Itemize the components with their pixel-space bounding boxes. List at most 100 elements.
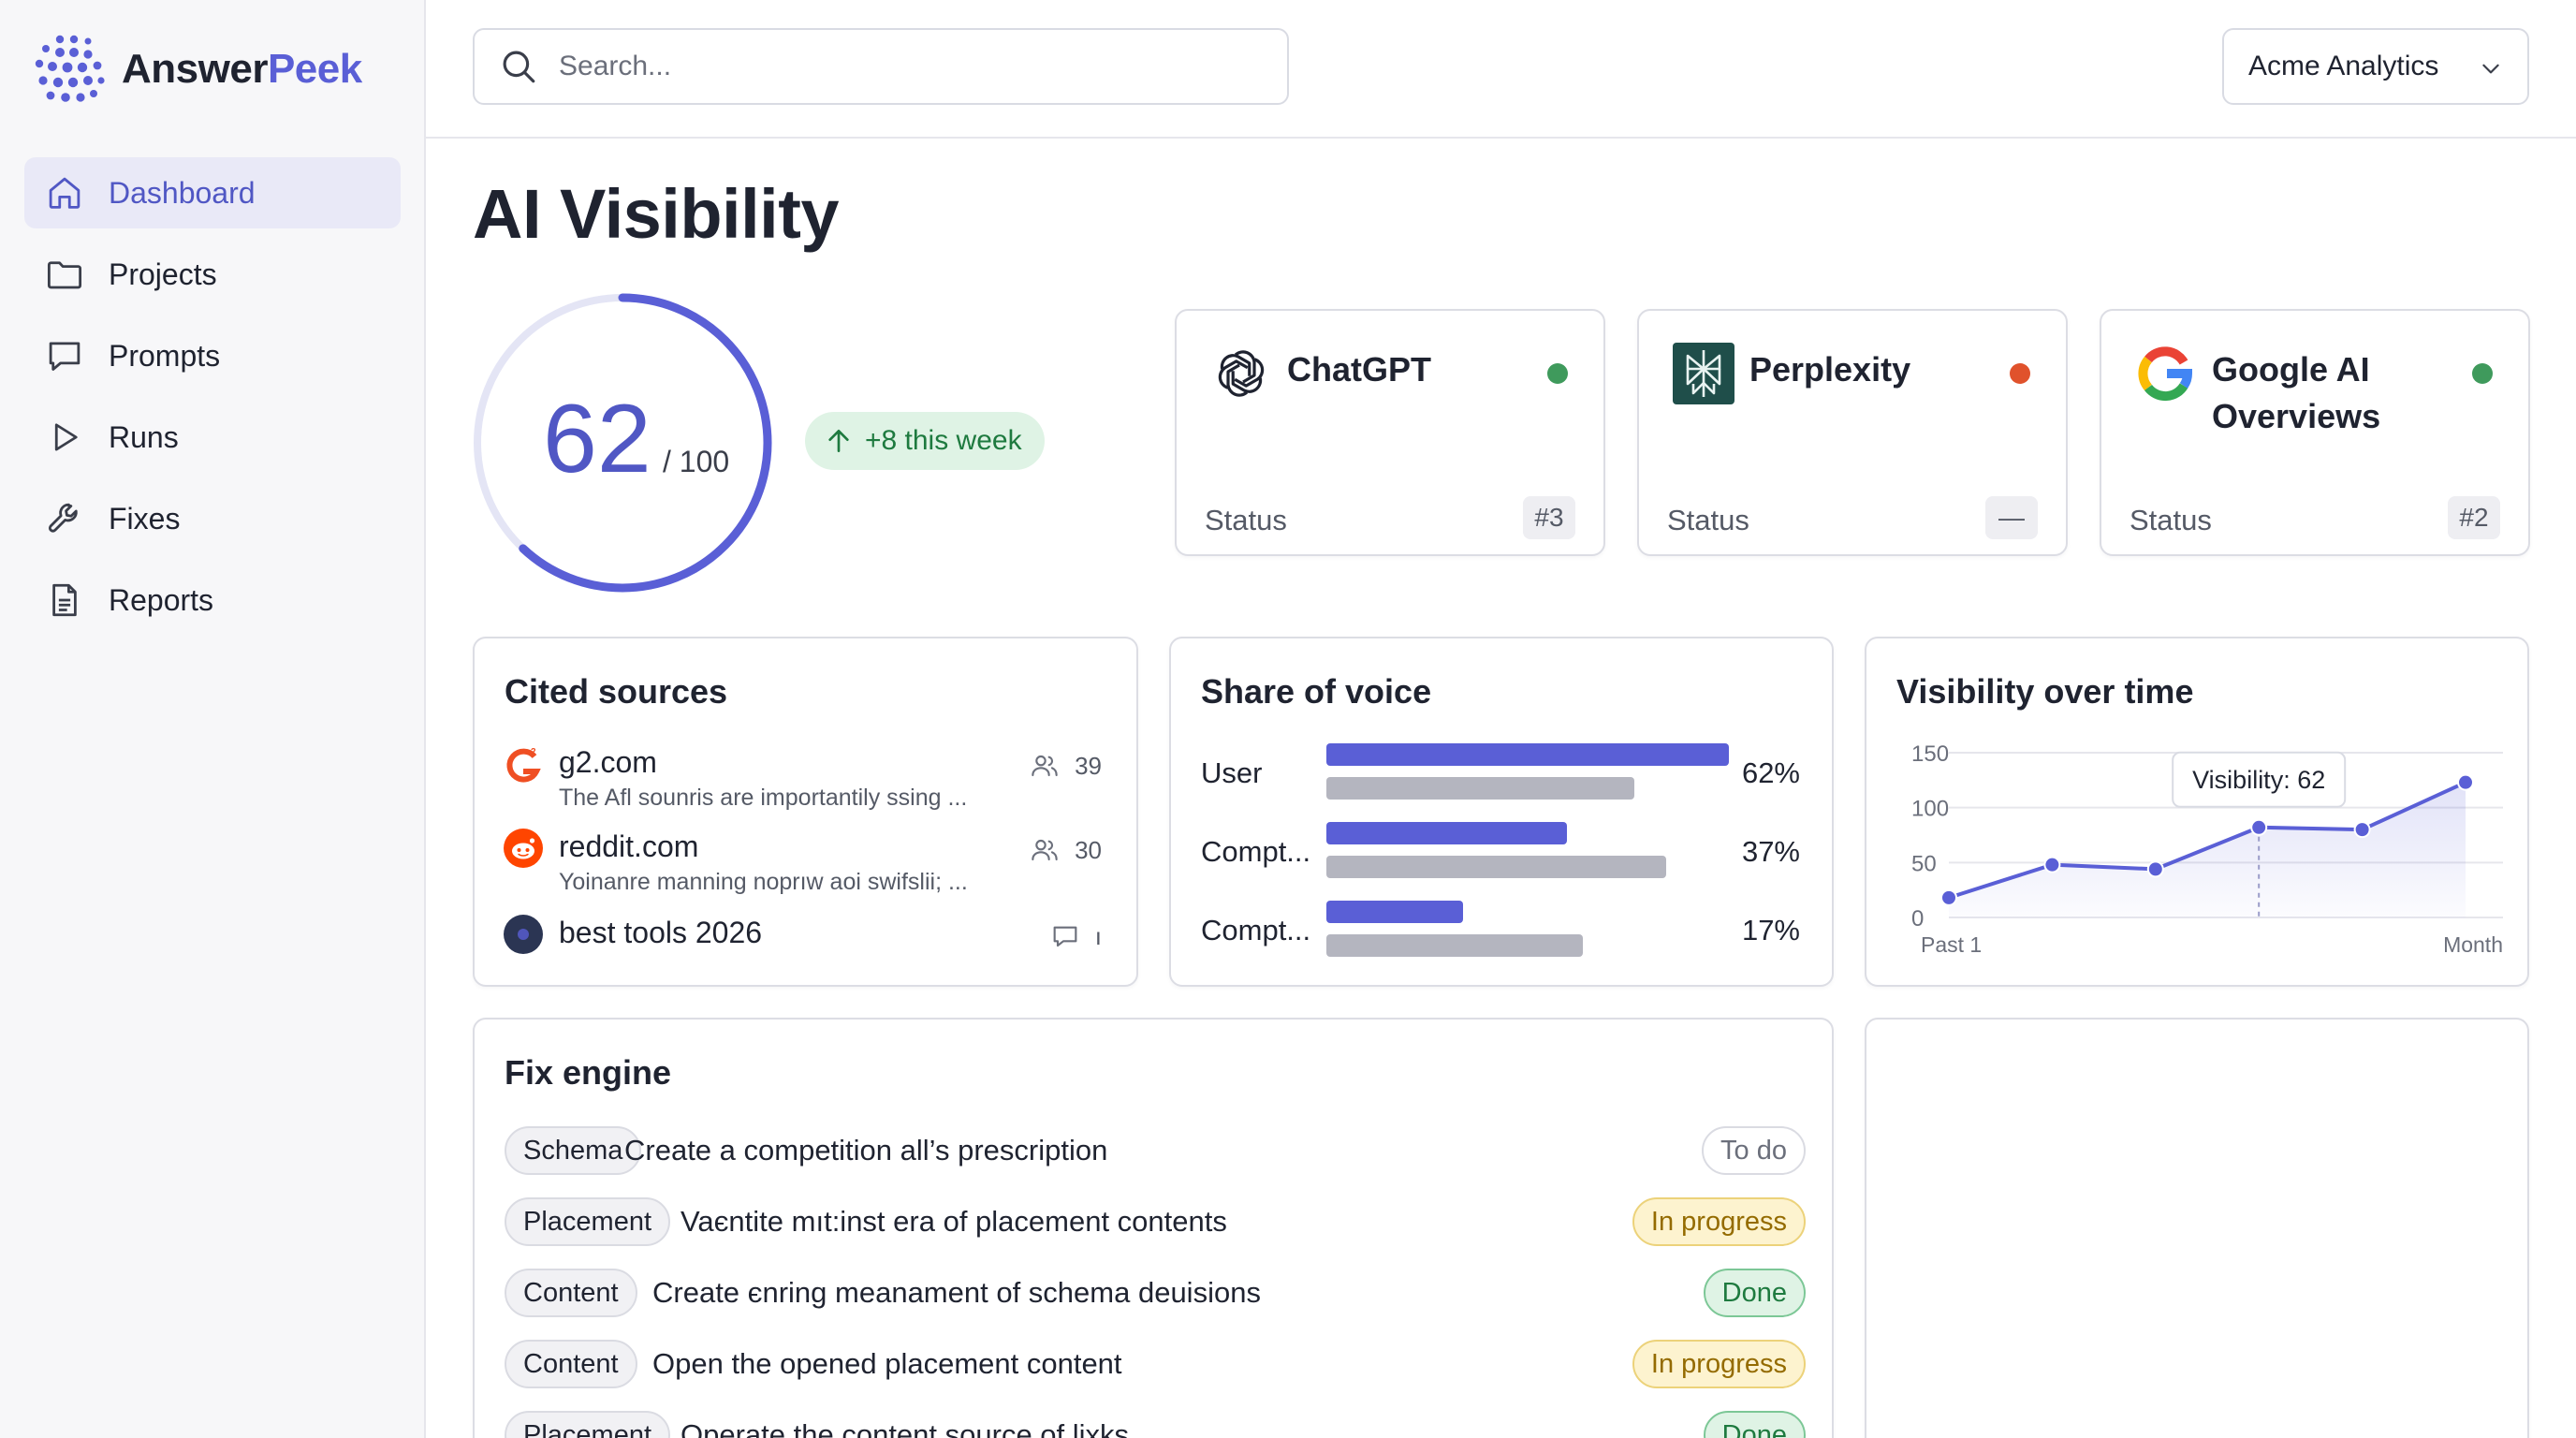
sov-percentage: 37% (1741, 835, 1800, 868)
source-item-reddit[interactable]: reddit.com Yoinanre manning noprıw aoi s… (503, 828, 1102, 902)
source-count: 39 (1030, 751, 1102, 781)
source-item-g2[interactable]: 2 g2.com The Afl sounris are importantil… (503, 743, 1102, 818)
sov-bar-primary (1326, 822, 1567, 844)
header-divider (426, 137, 2576, 139)
fix-engine-card: Fix engine Schema Create a competition a… (473, 1018, 1834, 1438)
play-icon (54, 423, 78, 451)
data-point (2250, 818, 2268, 836)
data-point (2457, 773, 2474, 791)
sov-bar-primary (1326, 901, 1463, 923)
engine-rank-badge: #3 (1523, 496, 1575, 539)
fix-status-badge[interactable]: To do (1702, 1126, 1806, 1175)
sidebar-item-label: Dashboard (109, 175, 256, 210)
users-icon (1032, 839, 1058, 861)
fix-category-tag: Placement (505, 1197, 671, 1246)
score-ring-progress (473, 293, 772, 593)
sidebar-item-label: Reports (109, 582, 214, 617)
fix-category-tag: Placement (505, 1411, 671, 1438)
source-count: 30 (1030, 835, 1102, 865)
sidebar-item-label: Projects (109, 257, 217, 291)
data-point (2043, 856, 2061, 873)
search-input[interactable] (559, 51, 1270, 82)
source-name: reddit.com (559, 829, 699, 863)
card-title: Share of voice (1201, 672, 1432, 711)
fix-description: Create a competition all’s prescription (624, 1134, 1108, 1167)
source-count-value: 30 (1075, 835, 1102, 864)
document-icon (52, 583, 77, 617)
fix-status-badge[interactable]: In progress (1632, 1197, 1806, 1246)
fix-status-badge[interactable]: In progress (1632, 1340, 1806, 1388)
share-of-voice-card: Share of voice User 62% Compt... 37% Com… (1169, 637, 1834, 987)
engine-rank-badge: — (1985, 496, 2038, 539)
fix-category-tag: Schema (505, 1126, 642, 1175)
source-item-best-tools[interactable]: best tools 2026 ı (503, 914, 1102, 961)
fix-row[interactable]: Placement Vaєntite mıt:inst era of place… (505, 1197, 1806, 1250)
sov-bar-primary (1326, 743, 1729, 766)
engine-card-chatgpt[interactable]: ChatGPT Status #3 (1175, 309, 1605, 556)
fix-status-badge[interactable]: Done (1703, 1269, 1806, 1317)
sidebar-item-fixes[interactable]: Fixes (24, 483, 401, 554)
reddit-icon (504, 829, 543, 868)
card-title: Cited sources (505, 672, 728, 711)
engine-name: Google AI Overviews (2212, 350, 2381, 435)
engine-card-perplexity[interactable]: Perplexity Status — (1637, 309, 2068, 556)
fix-row[interactable]: Content Create єnring meanament of schem… (505, 1269, 1806, 1321)
fix-row[interactable]: Placement Operate the content source of … (505, 1411, 1806, 1438)
svg-text:2: 2 (531, 747, 536, 757)
wrench-icon (48, 503, 78, 533)
fix-row[interactable]: Content Open the opened placement conten… (505, 1340, 1806, 1392)
sidebar-item-label: Fixes (109, 501, 181, 536)
y-tick-label: 50 (1911, 851, 1937, 876)
logo-dots-icon (35, 35, 105, 102)
empty-panel-card (1865, 1018, 2529, 1438)
chatgpt-icon (1218, 350, 1265, 397)
folder-icon (47, 261, 82, 289)
arrow-up-icon (828, 430, 849, 452)
comment-icon (1053, 926, 1077, 947)
data-point (2146, 860, 2164, 878)
sidebar-item-label: Runs (109, 419, 179, 454)
fix-row[interactable]: Schema Create a competition all’s prescr… (505, 1126, 1806, 1179)
sidebar-item-prompts[interactable]: Prompts (24, 320, 401, 391)
chevron-down-icon (2482, 64, 2499, 74)
sov-row: User 62% (1201, 743, 1800, 809)
fix-status-badge[interactable]: Done (1703, 1411, 1806, 1438)
page-title: AI Visibility (473, 175, 840, 253)
sidebar-item-reports[interactable]: Reports (24, 565, 401, 636)
sov-label: Compt... (1201, 835, 1311, 868)
visibility-line-chart[interactable]: 0 50 100 150 Visibility: 62 Past 1 Month (1866, 638, 2527, 985)
app-logo[interactable]: AnswerPeek (34, 34, 362, 105)
engine-status-label: Status (2130, 504, 2212, 536)
google-icon (2138, 346, 2193, 402)
y-tick-label: 100 (1911, 797, 1949, 822)
cited-sources-card: Cited sources 2 g2.com The Afl sounris a… (473, 637, 1138, 987)
fix-description: Create єnring meanament of schema deuisi… (652, 1276, 1261, 1309)
sidebar-nav: Dashboard Projects Prompts Runs Fixes Re… (24, 157, 401, 646)
source-count-value: ı (1094, 921, 1102, 950)
org-selector-label: Acme Analytics (2248, 51, 2439, 81)
x-axis-end-label: Month (2443, 932, 2503, 957)
sidebar-item-projects[interactable]: Projects (24, 239, 401, 310)
engine-rank-badge: #2 (2448, 496, 2500, 539)
chart-tooltip-label: Visibility: 62 (2192, 766, 2325, 794)
engine-name: ChatGPT (1287, 350, 1432, 389)
search-box[interactable] (473, 28, 1289, 105)
engine-status-label: Status (1667, 504, 1749, 536)
engine-name: Perplexity (1749, 350, 1911, 389)
sidebar-item-runs[interactable]: Runs (24, 402, 401, 473)
engine-status-dot (2472, 363, 2493, 384)
chart-tooltip (2172, 751, 2347, 808)
app-name-part2: Peek (267, 46, 362, 92)
visibility-score-value: 62 (543, 385, 651, 493)
sov-bar-secondary (1326, 777, 1634, 800)
sidebar-item-dashboard[interactable]: Dashboard (24, 157, 401, 228)
source-name: best tools 2026 (559, 916, 763, 949)
sov-percentage: 17% (1741, 914, 1800, 946)
g2-icon: 2 (506, 747, 541, 783)
engine-status-dot (1547, 363, 1568, 384)
users-icon (1032, 755, 1058, 777)
app-name-part1: Answer (122, 46, 268, 92)
sov-label: Compt... (1201, 914, 1311, 946)
org-selector[interactable]: Acme Analytics (2222, 28, 2529, 105)
engine-card-google-ai-overviews[interactable]: Google AI Overviews Status #2 (2100, 309, 2530, 556)
